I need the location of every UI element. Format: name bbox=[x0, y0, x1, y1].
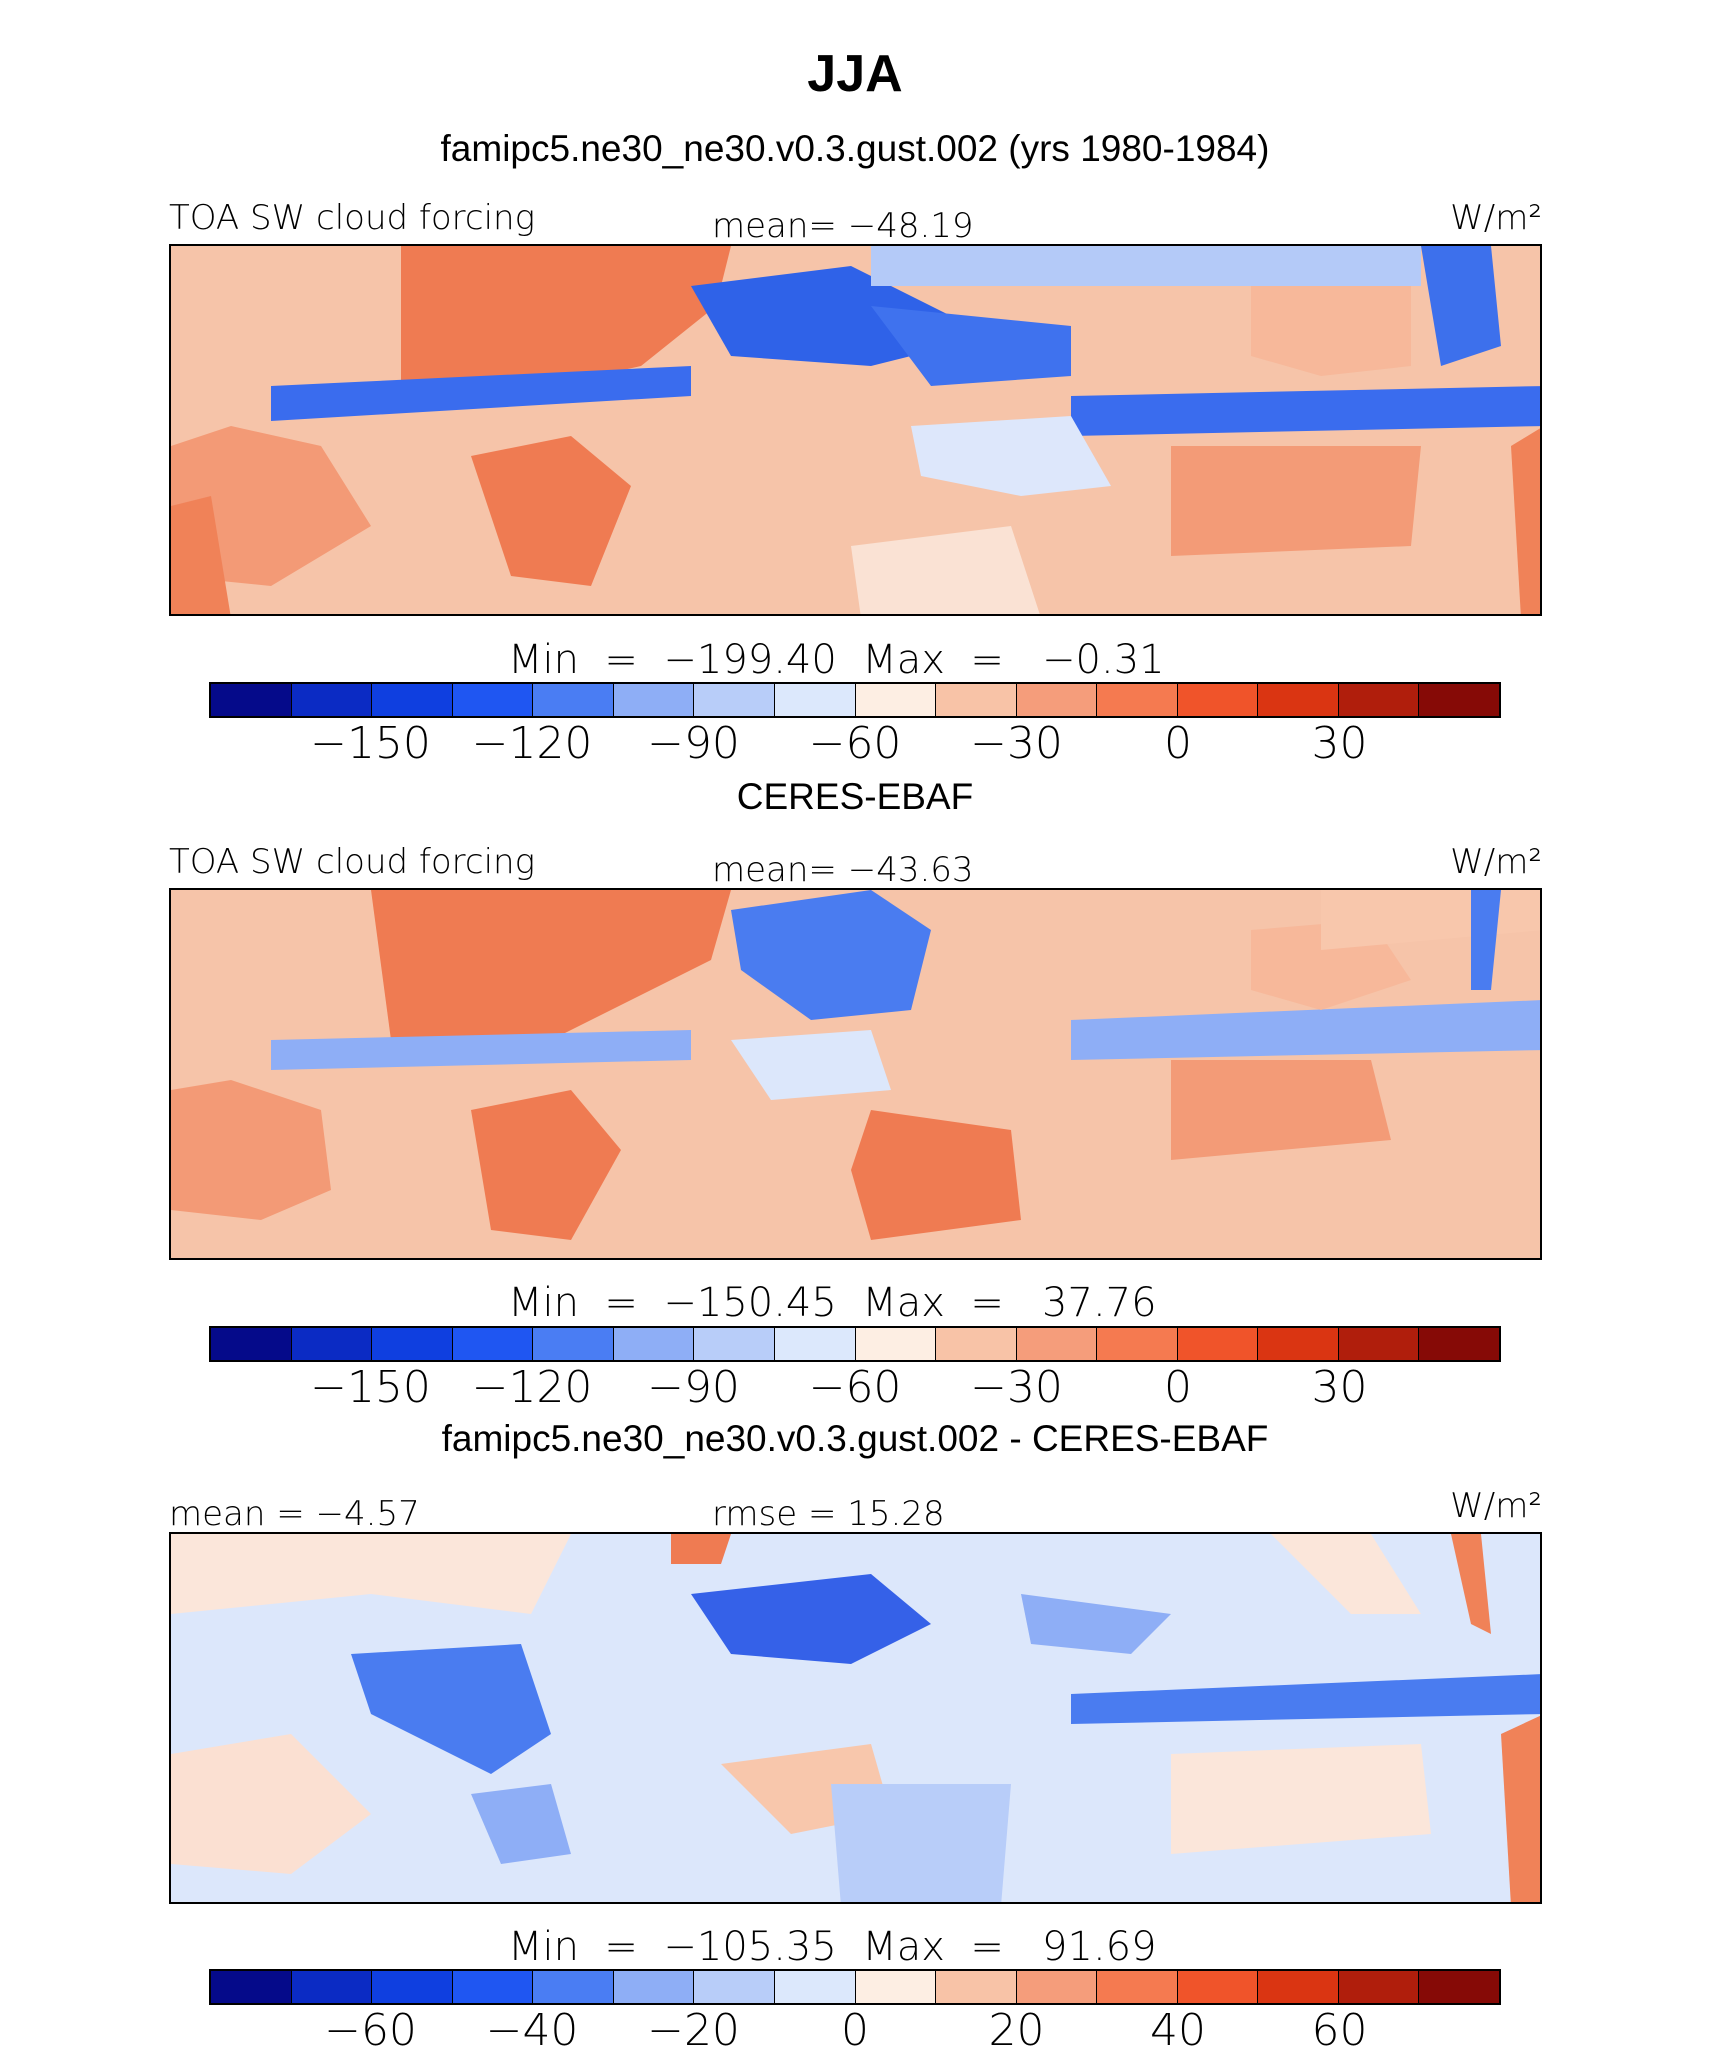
colorbar-swatch bbox=[1338, 1971, 1420, 2003]
colorbar-swatch bbox=[452, 1328, 534, 1360]
panel-3-colorbar bbox=[209, 1969, 1501, 2005]
colorbar-tick-label: 20 bbox=[988, 2005, 1045, 2056]
colorbar-swatch bbox=[1419, 1328, 1499, 1360]
figure-title: JJA bbox=[807, 45, 903, 103]
colorbar-swatch bbox=[774, 1328, 856, 1360]
panel-1-units-label: W/m² bbox=[1450, 198, 1542, 238]
colorbar-tick-label: 30 bbox=[1311, 718, 1368, 769]
colorbar-tick-label: −30 bbox=[970, 718, 1063, 769]
colorbar-tick-label: −120 bbox=[471, 718, 593, 769]
colorbar-swatch bbox=[1419, 684, 1499, 716]
panel-1-colorbar-ticks: −150 −120 −90 −60 −30 0 30 bbox=[209, 718, 1501, 770]
panel-3-subtitle: famipc5.ne30_ne30.v0.3.gust.002 - CERES-… bbox=[441, 1418, 1269, 1459]
colorbar-swatch bbox=[774, 1971, 856, 2003]
colorbar-tick-label: −60 bbox=[808, 718, 902, 769]
colorbar-tick-label: 30 bbox=[1311, 1362, 1368, 1413]
colorbar-swatch bbox=[533, 1971, 614, 2003]
panel-3-mean-label: mean = −4.57 bbox=[169, 1494, 420, 1534]
colorbar-swatch bbox=[774, 684, 856, 716]
colorbar-tick-label: −40 bbox=[485, 2005, 579, 2056]
panel-1-map bbox=[169, 244, 1542, 616]
colorbar-swatch bbox=[452, 684, 534, 716]
colorbar-swatch bbox=[533, 684, 614, 716]
panel-2-map bbox=[169, 888, 1542, 1260]
panel-3-minmax: Min = −105.35 Max = 91.69 bbox=[508, 1924, 1157, 1970]
colorbar-swatch bbox=[1016, 684, 1098, 716]
colorbar-swatch bbox=[613, 1971, 695, 2003]
colorbar-swatch bbox=[372, 684, 453, 716]
colorbar-swatch bbox=[1177, 1971, 1259, 2003]
colorbar-tick-label: −20 bbox=[647, 2005, 740, 2056]
colorbar-swatch bbox=[291, 1328, 373, 1360]
colorbar-swatch bbox=[211, 1971, 292, 2003]
colorbar-swatch bbox=[372, 1971, 453, 2003]
colorbar-swatch bbox=[936, 1971, 1017, 2003]
panel-1-subtitle: famipc5.ne30_ne30.v0.3.gust.002 (yrs 198… bbox=[440, 128, 1270, 169]
colorbar-swatch bbox=[694, 684, 775, 716]
colorbar-swatch bbox=[211, 684, 292, 716]
panel-3-units-label: W/m² bbox=[1450, 1486, 1542, 1526]
panel-2-colorbar bbox=[209, 1326, 1501, 1362]
colorbar-swatch bbox=[1338, 1328, 1420, 1360]
colorbar-swatch bbox=[372, 1328, 453, 1360]
panel-2-colorbar-ticks: −150 −120 −90 −60 −30 0 30 bbox=[209, 1362, 1501, 1414]
colorbar-swatch bbox=[1177, 684, 1259, 716]
colorbar-swatch bbox=[533, 1328, 614, 1360]
panel-2-mean-label: mean= −43.63 bbox=[712, 850, 974, 890]
colorbar-swatch bbox=[1419, 1971, 1499, 2003]
colorbar-swatch bbox=[291, 1971, 373, 2003]
panel-2-minmax: Min = −150.45 Max = 37.76 bbox=[508, 1280, 1157, 1326]
panel-3-map bbox=[169, 1532, 1542, 1904]
colorbar-swatch bbox=[936, 684, 1017, 716]
colorbar-swatch bbox=[855, 1328, 937, 1360]
colorbar-swatch bbox=[1097, 1328, 1178, 1360]
colorbar-tick-label: −60 bbox=[808, 1362, 902, 1413]
colorbar-swatch bbox=[694, 1971, 775, 2003]
colorbar-swatch bbox=[1258, 684, 1339, 716]
colorbar-tick-label: 40 bbox=[1150, 2005, 1206, 2056]
colorbar-swatch bbox=[694, 1328, 775, 1360]
panel-2-subtitle: CERES-EBAF bbox=[736, 776, 974, 817]
colorbar-tick-label: 60 bbox=[1311, 2005, 1368, 2056]
panel-1-colorbar bbox=[209, 682, 1501, 718]
colorbar-tick-label: 0 bbox=[841, 2005, 869, 2056]
colorbar-swatch bbox=[1258, 1328, 1339, 1360]
panel-3-rmse-label: rmse = 15.28 bbox=[712, 1494, 945, 1534]
colorbar-tick-label: 0 bbox=[1164, 1362, 1192, 1413]
colorbar-tick-label: 0 bbox=[1164, 718, 1192, 769]
panel-3-colorbar-ticks: −60 −40 −20 0 20 40 60 bbox=[209, 2005, 1501, 2056]
colorbar-tick-label: −90 bbox=[647, 1362, 740, 1413]
panel-2-variable-label: TOA SW cloud forcing bbox=[169, 842, 535, 882]
colorbar-tick-label: −30 bbox=[970, 1362, 1063, 1413]
colorbar-swatch bbox=[855, 1971, 937, 2003]
colorbar-swatch bbox=[1016, 1971, 1098, 2003]
colorbar-swatch bbox=[1338, 684, 1420, 716]
colorbar-swatch bbox=[1016, 1328, 1098, 1360]
colorbar-swatch bbox=[613, 1328, 695, 1360]
colorbar-swatch bbox=[452, 1971, 534, 2003]
colorbar-swatch bbox=[1097, 684, 1178, 716]
colorbar-swatch bbox=[1177, 1328, 1259, 1360]
colorbar-swatch bbox=[1258, 1971, 1339, 2003]
colorbar-swatch bbox=[613, 684, 695, 716]
colorbar-swatch bbox=[291, 684, 373, 716]
panel-2-units-label: W/m² bbox=[1450, 842, 1542, 882]
colorbar-swatch bbox=[855, 684, 937, 716]
colorbar-swatch bbox=[936, 1328, 1017, 1360]
panel-1-mean-label: mean= −48.19 bbox=[712, 206, 974, 246]
panel-1-variable-label: TOA SW cloud forcing bbox=[169, 198, 535, 238]
colorbar-swatch bbox=[211, 1328, 292, 1360]
colorbar-tick-label: −90 bbox=[647, 718, 740, 769]
colorbar-swatch bbox=[1097, 1971, 1178, 2003]
colorbar-tick-label: −150 bbox=[310, 1362, 431, 1413]
colorbar-tick-label: −60 bbox=[324, 2005, 417, 2056]
panel-1-minmax: Min = −199.40 Max = −0.31 bbox=[508, 637, 1165, 683]
colorbar-tick-label: −120 bbox=[471, 1362, 593, 1413]
colorbar-tick-label: −150 bbox=[310, 718, 431, 769]
